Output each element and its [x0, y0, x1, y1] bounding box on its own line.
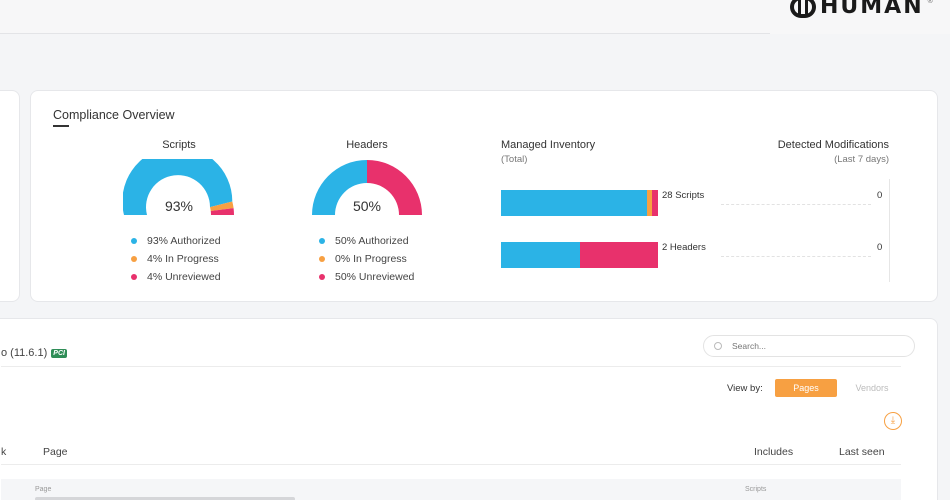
in-progress-segment[interactable]	[210, 201, 234, 212]
managed-inventory-subtitle: (Total)	[501, 154, 528, 165]
unreviewed-segment[interactable]	[367, 160, 422, 215]
logo-registered-mark: ®	[927, 0, 933, 5]
legend-label: 4% In Progress	[147, 253, 219, 265]
search-icon	[714, 342, 722, 350]
authorized-bar-segment[interactable]	[501, 242, 580, 268]
view-pages-button[interactable]: Pages	[775, 379, 837, 397]
unreviewed-dot	[319, 274, 325, 280]
human-logo[interactable]: HUMAN ®	[790, 0, 933, 19]
scripts-modifications-count: 0	[877, 190, 883, 201]
logo-text: HUMAN	[820, 0, 924, 19]
legend-label: 0% In Progress	[335, 253, 407, 265]
unreviewed-bar-segment[interactable]	[652, 190, 658, 216]
column-header-page[interactable]: Page	[43, 446, 68, 458]
legend-label: 50% Authorized	[335, 235, 409, 247]
legend-item-unreviewed: 4% Unreviewed	[131, 268, 221, 286]
unreviewed-dot	[131, 274, 137, 280]
download-icon[interactable]: ⤓	[884, 412, 902, 430]
scripts-inventory-bar[interactable]	[501, 190, 658, 216]
row-guide-line	[721, 204, 871, 205]
header-divider	[1, 366, 901, 367]
legend-item-unreviewed: 50% Unreviewed	[319, 268, 414, 286]
pci-badge: PCI	[51, 348, 67, 358]
row-includes-label: Scripts	[745, 486, 767, 493]
authorized-dot	[131, 238, 137, 244]
legend-item-authorized: 93% Authorized	[131, 232, 221, 250]
in-progress-dot	[131, 256, 137, 262]
scripts-gauge-percent: 93%	[164, 198, 194, 214]
pages-table-card: o (11.6.1) PCI View by: Pages Vendors ⤓ …	[0, 318, 938, 500]
headers-gauge[interactable]	[311, 159, 423, 219]
legend-label: 50% Unreviewed	[335, 271, 415, 283]
legend-label: 4% Unreviewed	[147, 271, 221, 283]
authorized-segment[interactable]	[123, 159, 233, 215]
unreviewed-segment[interactable]	[210, 208, 234, 215]
headers-legend: 50% Authorized 0% In Progress 50% Unrevi…	[319, 232, 414, 286]
table-header-divider	[1, 464, 901, 465]
detected-modifications-title: Detected Modifications	[777, 139, 889, 151]
left-card-stub	[0, 90, 20, 302]
legend-item-authorized: 50% Authorized	[319, 232, 414, 250]
in-progress-dot	[319, 256, 325, 262]
detected-modifications-subtitle: (Last 7 days)	[834, 154, 889, 165]
view-vendors-button[interactable]: Vendors	[855, 383, 889, 393]
table-row[interactable]: Page Scripts	[1, 479, 901, 500]
unreviewed-bar-segment[interactable]	[579, 242, 658, 268]
authorized-dot	[319, 238, 325, 244]
managed-inventory-title: Managed Inventory	[501, 139, 596, 151]
compliance-title: Compliance Overview	[53, 108, 175, 122]
column-header-last-seen[interactable]: Last seen	[839, 446, 885, 458]
compliance-overview-card: Compliance Overview Scripts 93% 93% Auth…	[30, 90, 938, 302]
in-progress-bar-segment[interactable]	[646, 190, 653, 216]
row-page-value	[35, 497, 295, 500]
headers-modifications-count: 0	[877, 242, 883, 253]
column-header-risk[interactable]: k	[1, 446, 7, 458]
title-underline	[53, 125, 69, 127]
scripts-gauge[interactable]	[123, 159, 235, 219]
human-logo-icon	[790, 0, 816, 18]
scripts-legend: 93% Authorized 4% In Progress 4% Unrevie…	[131, 232, 221, 286]
row-page-label: Page	[35, 486, 52, 493]
view-by-label: View by:	[727, 383, 763, 394]
row-guide-line	[721, 256, 871, 257]
version-info: o (11.6.1) PCI	[1, 347, 67, 359]
search-input[interactable]	[732, 341, 882, 351]
headers-inventory-label: 2 Headers	[662, 242, 706, 253]
authorized-bar-segment[interactable]	[501, 190, 647, 216]
top-bar-divider	[0, 33, 770, 34]
headers-gauge-label: Headers	[346, 139, 388, 151]
scripts-gauge-label: Scripts	[162, 139, 196, 151]
authorized-segment[interactable]	[312, 160, 367, 215]
version-text: o (11.6.1)	[1, 347, 48, 359]
modifications-axis-line	[889, 179, 890, 282]
headers-inventory-bar[interactable]	[501, 242, 658, 268]
legend-item-in-progress: 0% In Progress	[319, 250, 414, 268]
legend-label: 93% Authorized	[147, 235, 221, 247]
scripts-inventory-label: 28 Scripts	[662, 190, 705, 201]
headers-gauge-percent: 50%	[352, 198, 382, 214]
search-box[interactable]	[703, 335, 915, 357]
column-header-includes[interactable]: Includes	[754, 446, 794, 458]
legend-item-in-progress: 4% In Progress	[131, 250, 221, 268]
